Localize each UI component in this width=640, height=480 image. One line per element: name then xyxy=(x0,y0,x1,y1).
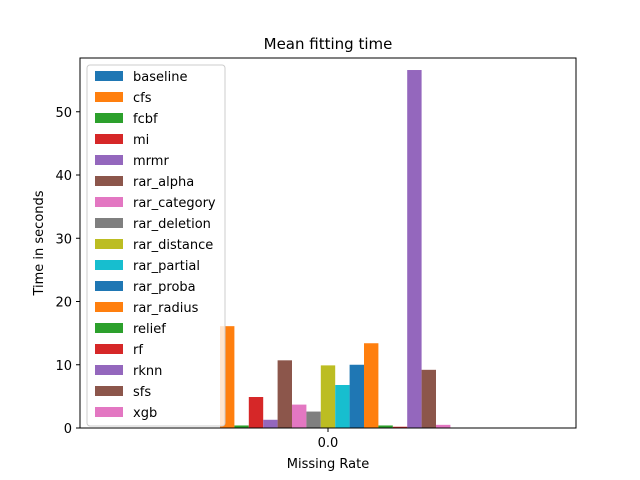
y-tick-label: 50 xyxy=(55,106,72,121)
legend-swatch-rf xyxy=(95,344,123,354)
bar-rar_partial xyxy=(335,384,350,428)
legend-swatch-xgb xyxy=(95,407,123,417)
bar-rf xyxy=(392,426,408,428)
bar-sfs xyxy=(421,369,436,428)
legend-label-baseline: baseline xyxy=(133,70,187,85)
legend-swatch-rar_partial xyxy=(95,260,123,270)
bar-mi xyxy=(248,397,264,428)
bar-mrmr xyxy=(263,419,278,428)
y-tick-label: 40 xyxy=(55,169,72,184)
legend-label-fcbf: fcbf xyxy=(133,112,158,127)
legend-label-xgb: xgb xyxy=(133,406,157,421)
legend-swatch-fcbf xyxy=(95,113,123,123)
y-tick-label: 20 xyxy=(55,296,72,311)
legend-label-rar_radius: rar_radius xyxy=(133,301,199,316)
legend-swatch-mi xyxy=(95,134,123,144)
legend-swatch-mrmr xyxy=(95,155,123,165)
bar-rar_proba xyxy=(349,364,364,428)
legend-swatch-rar_deletion xyxy=(95,218,123,228)
legend-swatch-rar_alpha xyxy=(95,176,123,186)
y-tick-label: 30 xyxy=(55,232,72,247)
chart-title: Mean fitting time xyxy=(264,35,393,53)
legend-swatch-sfs xyxy=(95,386,123,396)
legend-swatch-rar_proba xyxy=(95,281,123,291)
legend-label-mrmr: mrmr xyxy=(133,154,169,169)
legend: baseline cfs fcbf mi mrmr rar_alpha rar_catego… xyxy=(86,64,226,427)
legend-label-rar_alpha: rar_alpha xyxy=(133,175,194,190)
y-axis-label: Time in seconds xyxy=(32,190,47,296)
legend-swatch-rar_radius xyxy=(95,302,123,312)
y-tick-label: 10 xyxy=(55,359,72,374)
legend-label-sfs: sfs xyxy=(133,385,151,400)
legend-label-rknn: rknn xyxy=(133,364,162,379)
legend-swatch-relief xyxy=(95,323,123,333)
legend-swatch-rar_category xyxy=(95,197,123,207)
legend-label-rar_proba: rar_proba xyxy=(133,280,196,295)
legend-label-rf: rf xyxy=(133,343,143,358)
bars xyxy=(205,70,451,429)
legend-label-cfs: cfs xyxy=(133,91,152,106)
legend-swatch-rar_distance xyxy=(95,239,123,249)
bar-fcbf xyxy=(234,425,249,428)
bar-rar_alpha xyxy=(277,360,292,428)
bar-rar_deletion xyxy=(306,411,321,428)
bar-rknn xyxy=(407,70,422,429)
bar-rar_radius xyxy=(364,343,379,428)
y-axis: 0 10 20 30 40 50 xyxy=(55,106,80,437)
legend-swatch-cfs xyxy=(95,92,123,102)
legend-swatch-rknn xyxy=(95,365,123,375)
legend-label-rar_distance: rar_distance xyxy=(133,238,213,253)
legend-label-relief: relief xyxy=(133,322,166,337)
legend-label-mi: mi xyxy=(133,133,149,148)
legend-label-rar_deletion: rar_deletion xyxy=(133,217,211,232)
x-axis: 0.0 xyxy=(318,428,339,451)
bar-relief xyxy=(378,425,393,428)
legend-label-rar_category: rar_category xyxy=(133,196,216,211)
bar-rar_category xyxy=(292,404,307,428)
y-tick-label: 0 xyxy=(64,422,72,437)
legend-swatch-baseline xyxy=(95,71,123,81)
legend-label-rar_partial: rar_partial xyxy=(133,259,200,274)
x-tick-label: 0.0 xyxy=(318,436,339,451)
bar-rar_distance xyxy=(320,365,336,428)
bar-xgb xyxy=(436,424,451,428)
x-axis-label: Missing Rate xyxy=(287,457,369,472)
